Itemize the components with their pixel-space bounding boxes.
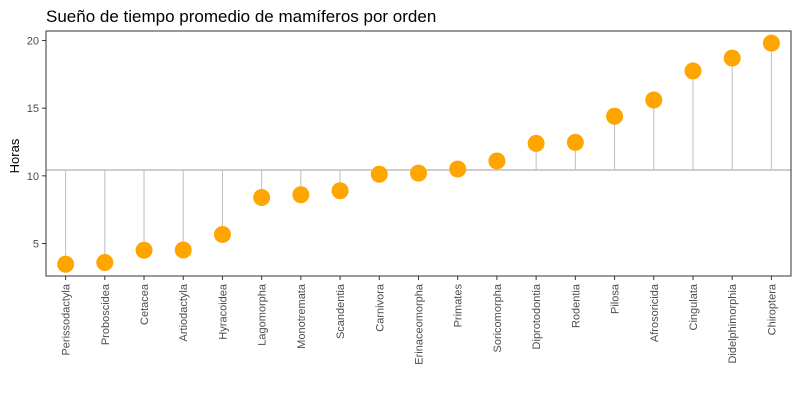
x-tick-label-chiroptera: Chiroptera: [766, 283, 778, 335]
point-erinaceomorpha: [410, 164, 427, 182]
x-tick-label-cetacea: Cetacea: [139, 283, 151, 325]
point-pilosa: [606, 107, 624, 125]
y-axis-label: Horas: [7, 138, 22, 173]
point-scandentia: [331, 182, 349, 200]
point-cetacea: [135, 241, 153, 259]
x-tick-label-erinaceomorpha: Erinaceomorpha: [414, 283, 426, 365]
point-perissodactyla: [57, 255, 75, 273]
point-didelphimorphia: [723, 49, 741, 67]
point-proboscidea: [96, 253, 114, 271]
point-afrosoricida: [645, 91, 663, 109]
x-tick-label-soricomorpha: Soricomorpha: [492, 283, 504, 352]
point-cingulata: [684, 62, 702, 80]
point-hyracoidea: [213, 225, 231, 243]
x-tick-label-hyracoidea: Hyracoidea: [217, 283, 229, 340]
x-tick-label-afrosoricida: Afrosoricida: [649, 283, 661, 342]
point-lagomorpha: [253, 188, 271, 206]
panel-border: [45, 30, 792, 277]
x-tick-label-rodentia: Rodentia: [570, 283, 582, 328]
point-rodentia: [566, 133, 584, 151]
x-tick-label-cingulata: Cingulata: [688, 283, 700, 330]
x-tick-label-proboscidea: Proboscidea: [100, 283, 112, 345]
point-soricomorpha: [488, 152, 506, 170]
point-chiroptera: [762, 34, 780, 52]
x-tick-label-artiodactyla: Artiodactyla: [178, 283, 190, 341]
y-tick-label-15: 15: [27, 103, 39, 115]
point-carnivora: [370, 165, 388, 183]
x-tick-label-monotremata: Monotremata: [296, 283, 308, 349]
point-primates: [449, 160, 467, 178]
y-tick-label-5: 5: [33, 239, 39, 251]
x-tick-label-diprotodontia: Diprotodontia: [531, 283, 543, 349]
x-tick-label-scandentia: Scandentia: [335, 283, 347, 339]
x-tick-label-perissodactyla: Perissodactyla: [61, 283, 73, 355]
x-tick-label-didelphimorphia: Didelphimorphia: [727, 283, 739, 363]
point-artiodactyla: [174, 241, 192, 259]
point-diprotodontia: [527, 134, 545, 152]
x-tick-label-carnivora: Carnivora: [374, 283, 386, 332]
point-monotremata: [292, 186, 310, 204]
x-tick-label-pilosa: Pilosa: [610, 283, 622, 314]
plot-area: 5 10 15 20 Perissodactyla Proboscidea Cetacea A…: [27, 30, 792, 365]
y-tick-label-20: 20: [27, 35, 39, 47]
y-tick-label-10: 10: [27, 171, 39, 183]
x-tick-label-primates: Primates: [453, 284, 465, 328]
x-tick-label-lagomorpha: Lagomorpha: [257, 283, 269, 346]
chart-title: Sueño de tiempo promedio de mamíferos po…: [46, 7, 436, 26]
